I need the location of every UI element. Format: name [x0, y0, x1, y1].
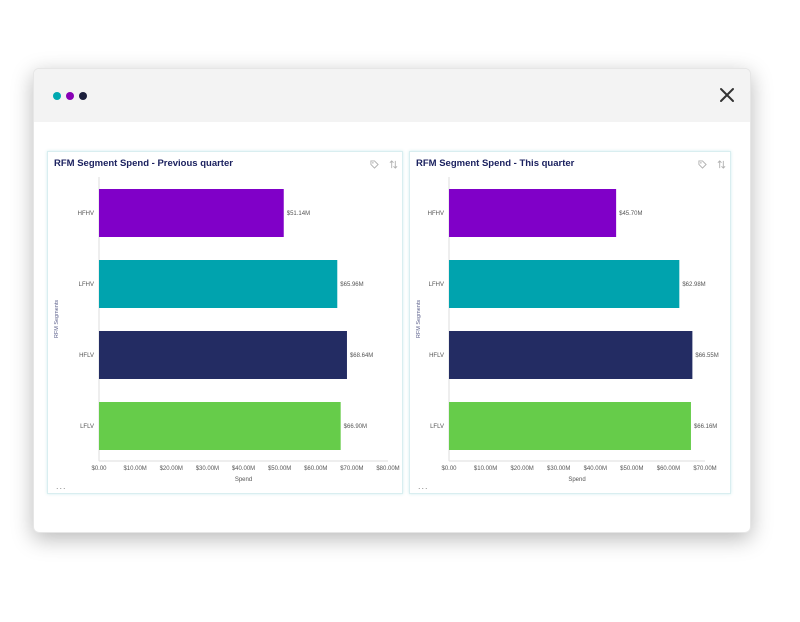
- x-tick-label: $10.00M: [474, 466, 497, 472]
- category-label: HFHV: [78, 211, 94, 217]
- category-label: HFLV: [79, 353, 94, 359]
- bar-chart-this-quarter: $0.00 $10.00M $20.00M $30.00M $40.00M $50.00M…: [416, 177, 719, 483]
- x-tick-label: $40.00M: [232, 466, 255, 472]
- x-tick-label: $20.00M: [160, 466, 183, 472]
- x-tick-label: $80.00M: [376, 466, 399, 472]
- x-axis-label: Spend: [235, 477, 252, 483]
- x-tick-label: $70.00M: [693, 466, 716, 472]
- data-label: $65.96M: [340, 282, 363, 288]
- window-dot-teal[interactable]: [53, 92, 61, 100]
- chart-title: RFM Segment Spend - Previous quarter: [54, 158, 233, 169]
- x-tick-label: $60.00M: [657, 466, 680, 472]
- dashboard-window: $0.00 $10.00M $20.00M $30.00M $40.00M $50.00M…: [33, 68, 751, 533]
- tag-icon[interactable]: [369, 156, 379, 169]
- bar-lflv: [449, 402, 691, 450]
- data-label: $51.14M: [287, 211, 310, 217]
- bar-lflv: [99, 402, 341, 450]
- category-label: HFLV: [429, 353, 444, 359]
- data-label: $66.90M: [344, 424, 367, 430]
- chart-panel-this-quarter: $0.00 $10.00M $20.00M $30.00M $40.00M $50.00M…: [409, 151, 731, 494]
- x-tick-label: $60.00M: [304, 466, 327, 472]
- x-tick-label: $0.00: [91, 466, 107, 472]
- x-tick-label: $40.00M: [584, 466, 607, 472]
- bar-hfhv: [449, 189, 617, 237]
- category-label: HFHV: [428, 211, 444, 217]
- y-axis-label: RFM Segments: [54, 300, 60, 338]
- x-tick-label: $20.00M: [510, 466, 533, 472]
- window-titlebar: [34, 69, 750, 122]
- x-tick-label: $10.00M: [123, 466, 146, 472]
- data-label: $66.55M: [695, 353, 718, 359]
- x-axis-label: Spend: [568, 477, 585, 483]
- sort-icon[interactable]: [389, 156, 398, 169]
- bar-lfhv: [99, 260, 338, 308]
- category-label: LFLV: [80, 424, 94, 430]
- close-icon[interactable]: [719, 87, 735, 103]
- more-options-icon[interactable]: ...: [418, 481, 429, 491]
- bar-hfhv: [99, 189, 284, 237]
- tag-icon[interactable]: [697, 156, 707, 169]
- data-label: $45.70M: [619, 211, 642, 217]
- x-tick-label: $50.00M: [268, 466, 291, 472]
- chart-panel-previous-quarter: $0.00 $10.00M $20.00M $30.00M $40.00M $50.00M…: [47, 151, 403, 494]
- data-label: $62.98M: [682, 282, 705, 288]
- category-label: LFLV: [430, 424, 444, 430]
- data-label: $66.16M: [694, 424, 717, 430]
- x-tick-label: $70.00M: [340, 466, 363, 472]
- x-tick-label: $0.00: [441, 466, 457, 472]
- bar-hflv: [449, 331, 693, 379]
- sort-icon[interactable]: [717, 156, 726, 169]
- window-dot-navy[interactable]: [79, 92, 87, 100]
- x-tick-label: $50.00M: [620, 466, 643, 472]
- bar-lfhv: [449, 260, 680, 308]
- bar-hflv: [99, 331, 347, 379]
- category-label: LFHV: [429, 282, 444, 288]
- window-dot-purple[interactable]: [66, 92, 74, 100]
- data-label: $68.64M: [350, 353, 373, 359]
- more-options-icon[interactable]: ...: [56, 481, 67, 491]
- category-label: LFHV: [79, 282, 94, 288]
- chart-title: RFM Segment Spend - This quarter: [416, 158, 575, 169]
- bar-chart-previous-quarter: $0.00 $10.00M $20.00M $30.00M $40.00M $50.00M…: [54, 177, 400, 483]
- x-tick-label: $30.00M: [547, 466, 570, 472]
- y-axis-label: RFM Segments: [416, 300, 422, 338]
- x-tick-label: $30.00M: [196, 466, 219, 472]
